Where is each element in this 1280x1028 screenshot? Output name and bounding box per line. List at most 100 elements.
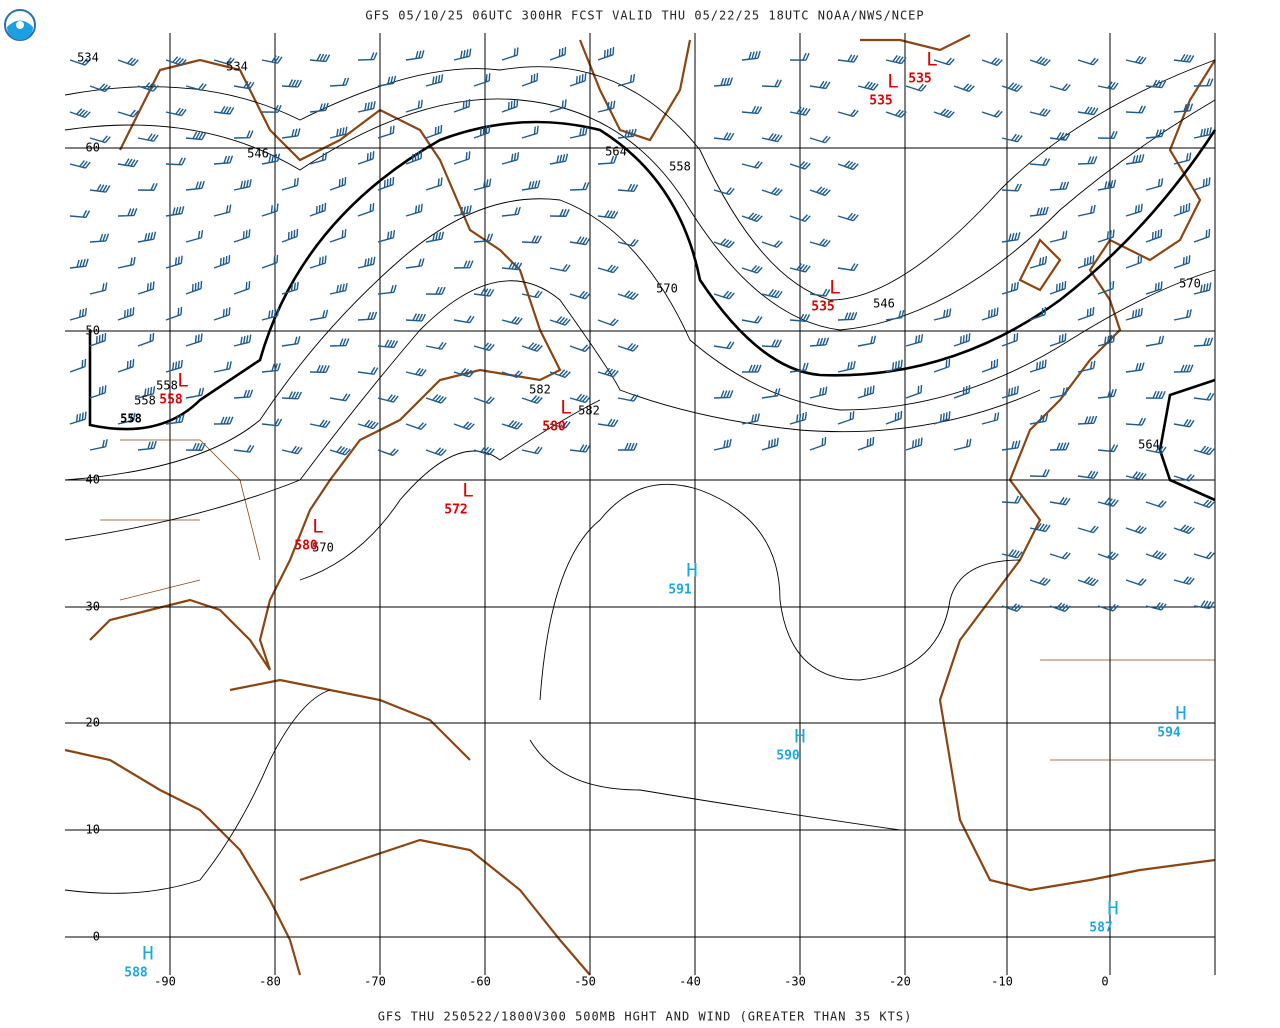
wind-barb [405,99,423,113]
barb-shaft [213,307,231,321]
barb-shaft [617,290,639,301]
wind-barb [233,130,254,139]
wind-barb [617,238,639,247]
barb-shaft [981,109,1003,118]
barb-shaft [473,73,491,87]
wind-barb [1173,419,1195,428]
barb-shaft [261,203,279,217]
barb-shaft [549,316,571,326]
barb-shaft [597,367,619,378]
wind-barb [357,52,378,61]
barb-shaft [357,52,378,61]
barb-shaft [597,210,619,219]
contour-label: 558 [134,394,156,408]
barb-shaft [357,256,376,269]
barb-shaft [281,336,301,347]
wind-barb [213,204,232,217]
wind-barb [549,420,571,429]
wind-barb [1049,281,1067,295]
wind-barb [1193,392,1215,401]
barb-shaft [261,153,281,165]
wind-barb [1049,181,1070,191]
barb-shaft [89,233,110,243]
wind-barb [1001,133,1023,143]
barb-shaft [837,160,859,171]
wind-barb [233,229,251,243]
wind-barb [933,108,955,119]
wind-barb [117,307,135,321]
barb-shaft [453,315,475,324]
wind-barb [1193,78,1214,87]
wind-barb [89,135,111,144]
wind-barb [233,334,252,347]
wind-barb [137,133,159,142]
barb-shaft [1145,228,1163,243]
wind-barb [69,57,91,66]
barb-shaft [425,231,445,243]
barb-shaft [69,358,87,373]
wind-barb [981,109,1003,118]
wind-barb [885,359,903,373]
barb-shaft [473,396,495,405]
barb-shaft [1077,106,1099,116]
wind-barb [1049,230,1068,243]
barb-shaft [309,53,331,63]
barb-shaft [357,366,379,375]
pressure-symbol: H [794,726,805,748]
barb-shaft [137,231,157,243]
wind-barb [789,161,811,170]
wind-barb [837,160,859,171]
longitude-label: -70 [364,975,386,989]
wind-barb [453,367,475,378]
wind-barb [1001,603,1023,612]
barb-shaft [501,370,523,379]
barb-shaft [1049,496,1071,506]
barb-shaft [761,79,782,88]
wind-barb [953,83,975,93]
barb-shaft [1125,203,1143,217]
map-title: GFS 05/10/25 06UTC 300HR FCST VALID THU … [365,9,924,23]
barb-shaft [185,387,205,399]
barb-shaft [789,161,811,170]
wind-barb [837,360,856,373]
wind-barb [1077,307,1095,321]
wind-barb [329,393,351,402]
wind-barb [521,180,541,191]
barb-shaft [1001,440,1021,451]
barb-shaft [213,57,235,66]
wind-barb [137,332,155,347]
wind-barb [713,132,735,141]
barb-shaft [329,282,348,295]
barb-shaft [837,360,856,373]
barb-shaft [617,238,639,247]
barb-shaft [1049,132,1071,141]
wind-barb [1193,127,1212,139]
wind-barb [597,264,619,274]
wind-barb [425,394,447,404]
barb-shaft [1077,525,1099,534]
wind-barb [1029,413,1049,425]
barb-shaft [1029,256,1048,269]
wind-barb [1029,306,1047,321]
wind-barb [1125,417,1147,426]
contour-label: 564 [605,145,627,159]
contour-label: 582 [578,404,600,418]
barb-shaft [89,385,107,399]
wind-barb [549,369,571,379]
wind-barb [933,411,951,425]
barb-shaft [549,153,569,165]
wind-barb [1097,229,1115,243]
wind-barb [357,311,378,321]
wind-barb [213,361,232,373]
wind-barb [69,411,87,425]
barb-shaft [1173,419,1195,428]
wind-barb [261,55,283,64]
wind-barb [425,177,443,191]
wind-barb [309,152,328,165]
pressure-value: 594 [1157,726,1181,741]
wind-barb [185,82,207,91]
barb-shaft [357,419,379,430]
noaa-logo [4,9,36,41]
contour-label: 582 [529,383,551,397]
barb-shaft [309,364,330,374]
